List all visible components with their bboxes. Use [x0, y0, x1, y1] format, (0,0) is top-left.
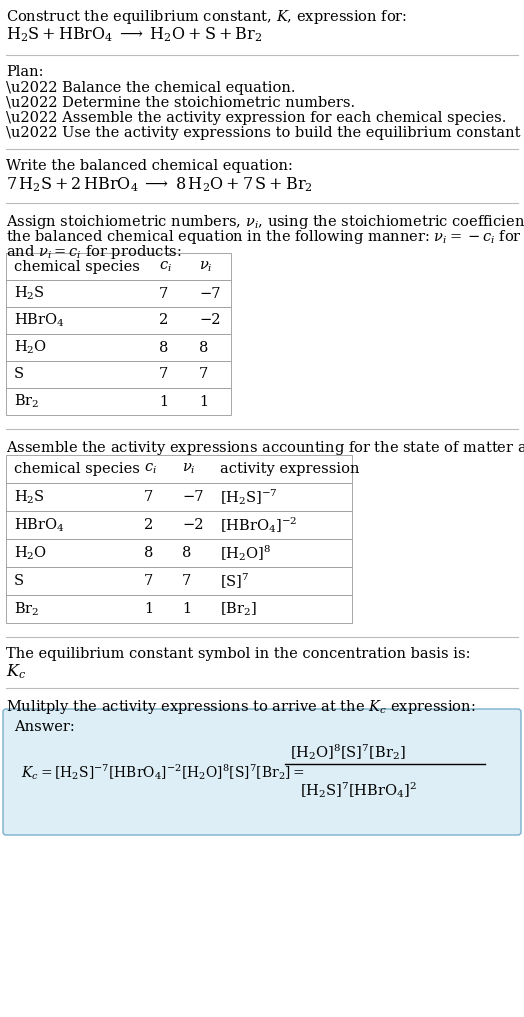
Text: \u2022 Determine the stoichiometric numbers.: \u2022 Determine the stoichiometric numb… — [6, 96, 355, 110]
Text: $[\mathrm{H_2O}]^8[\mathrm{S}]^7[\mathrm{Br_2}]$: $[\mathrm{H_2O}]^8[\mathrm{S}]^7[\mathrm… — [290, 742, 406, 762]
Text: $\mathrm{Br_2}$: $\mathrm{Br_2}$ — [14, 393, 39, 410]
Text: 8: 8 — [159, 341, 168, 355]
Text: 1: 1 — [144, 602, 153, 616]
Text: 7: 7 — [199, 367, 208, 381]
Bar — [6, 455, 352, 483]
Text: S: S — [14, 574, 24, 588]
Text: $\nu_i$: $\nu_i$ — [182, 462, 195, 476]
Text: Answer:: Answer: — [14, 720, 75, 734]
Text: Plan:: Plan: — [6, 65, 43, 79]
Text: −2: −2 — [199, 313, 221, 327]
Text: 8: 8 — [199, 341, 209, 355]
Bar — [6, 511, 352, 539]
Text: $\mathrm{Br_2}$: $\mathrm{Br_2}$ — [14, 600, 39, 617]
Text: Write the balanced chemical equation:: Write the balanced chemical equation: — [6, 159, 293, 173]
Text: 2: 2 — [159, 313, 168, 327]
Text: $\mathrm{H_2S + HBrO_4 \;\longrightarrow\; H_2O + S + Br_2}$: $\mathrm{H_2S + HBrO_4 \;\longrightarrow… — [6, 25, 262, 44]
Bar — [6, 595, 352, 623]
Bar — [6, 253, 231, 280]
Text: 1: 1 — [182, 602, 191, 616]
Text: −7: −7 — [199, 287, 221, 300]
Text: $[\mathrm{H_2S}]^{-7}$: $[\mathrm{H_2S}]^{-7}$ — [220, 487, 278, 506]
Text: 7: 7 — [182, 574, 191, 588]
Text: chemical species: chemical species — [14, 259, 140, 274]
Text: Assemble the activity expressions accounting for the state of matter and $\nu_i$: Assemble the activity expressions accoun… — [6, 439, 524, 457]
Text: $\mathrm{HBrO_4}$: $\mathrm{HBrO_4}$ — [14, 517, 65, 534]
Bar — [6, 307, 231, 334]
Text: $[\mathrm{HBrO_4}]^{-2}$: $[\mathrm{HBrO_4}]^{-2}$ — [220, 516, 297, 535]
Text: and $\nu_i = c_i$ for products:: and $\nu_i = c_i$ for products: — [6, 243, 182, 261]
Text: 2: 2 — [144, 518, 153, 532]
Text: $\mathrm{H_2O}$: $\mathrm{H_2O}$ — [14, 339, 47, 356]
Text: $K_c = [\mathrm{H_2S}]^{-7}[\mathrm{HBrO_4}]^{-2}[\mathrm{H_2O}]^{8}[\mathrm{S}]: $K_c = [\mathrm{H_2S}]^{-7}[\mathrm{HBrO… — [21, 762, 305, 782]
Text: Mulitply the activity expressions to arrive at the $K_c$ expression:: Mulitply the activity expressions to arr… — [6, 698, 475, 716]
Text: the balanced chemical equation in the following manner: $\nu_i = -c_i$ for react: the balanced chemical equation in the fo… — [6, 228, 524, 246]
Text: Construct the equilibrium constant, $K$, expression for:: Construct the equilibrium constant, $K$,… — [6, 8, 407, 26]
Text: 8: 8 — [182, 546, 191, 560]
Text: $[\mathrm{S}]^{7}$: $[\mathrm{S}]^{7}$ — [220, 572, 249, 591]
Text: $\mathrm{H_2O}$: $\mathrm{H_2O}$ — [14, 544, 47, 561]
Text: $\mathrm{7\,H_2S + 2\,HBrO_4 \;\longrightarrow\; 8\,H_2O + 7\,S + Br_2}$: $\mathrm{7\,H_2S + 2\,HBrO_4 \;\longrigh… — [6, 175, 313, 193]
Bar — [6, 334, 231, 361]
Text: −7: −7 — [182, 490, 203, 504]
FancyBboxPatch shape — [3, 709, 521, 835]
Text: chemical species: chemical species — [14, 462, 140, 476]
Text: S: S — [14, 367, 24, 381]
Bar — [6, 280, 231, 307]
Bar — [6, 539, 352, 567]
Text: activity expression: activity expression — [220, 462, 359, 476]
Text: $\mathrm{H_2S}$: $\mathrm{H_2S}$ — [14, 285, 45, 302]
Bar — [6, 567, 352, 595]
Text: $c_i$: $c_i$ — [144, 462, 157, 476]
Text: 7: 7 — [159, 287, 168, 300]
Text: $K_c$: $K_c$ — [6, 662, 26, 680]
Text: \u2022 Use the activity expressions to build the equilibrium constant expression: \u2022 Use the activity expressions to b… — [6, 126, 524, 140]
Text: 1: 1 — [159, 395, 168, 409]
Text: −2: −2 — [182, 518, 203, 532]
Text: 7: 7 — [159, 367, 168, 381]
Text: Assign stoichiometric numbers, $\nu_i$, using the stoichiometric coefficients, $: Assign stoichiometric numbers, $\nu_i$, … — [6, 213, 524, 231]
Text: $[\mathrm{H_2O}]^{8}$: $[\mathrm{H_2O}]^{8}$ — [220, 543, 271, 562]
Text: $[\mathrm{H_2S}]^7[\mathrm{HBrO_4}]^2$: $[\mathrm{H_2S}]^7[\mathrm{HBrO_4}]^2$ — [300, 780, 417, 799]
Text: 7: 7 — [144, 490, 153, 504]
Text: The equilibrium constant symbol in the concentration basis is:: The equilibrium constant symbol in the c… — [6, 647, 471, 661]
Text: 7: 7 — [144, 574, 153, 588]
Text: \u2022 Assemble the activity expression for each chemical species.: \u2022 Assemble the activity expression … — [6, 111, 506, 125]
Text: $[\mathrm{Br_2}]$: $[\mathrm{Br_2}]$ — [220, 600, 257, 617]
Text: $\mathrm{HBrO_4}$: $\mathrm{HBrO_4}$ — [14, 312, 65, 330]
Text: 8: 8 — [144, 546, 154, 560]
Text: $\mathrm{H_2S}$: $\mathrm{H_2S}$ — [14, 488, 45, 505]
Bar — [6, 361, 231, 388]
Bar — [6, 483, 352, 511]
Text: \u2022 Balance the chemical equation.: \u2022 Balance the chemical equation. — [6, 81, 296, 95]
Text: 1: 1 — [199, 395, 208, 409]
Text: $\nu_i$: $\nu_i$ — [199, 259, 213, 274]
Bar — [6, 388, 231, 415]
Text: $c_i$: $c_i$ — [159, 259, 172, 274]
